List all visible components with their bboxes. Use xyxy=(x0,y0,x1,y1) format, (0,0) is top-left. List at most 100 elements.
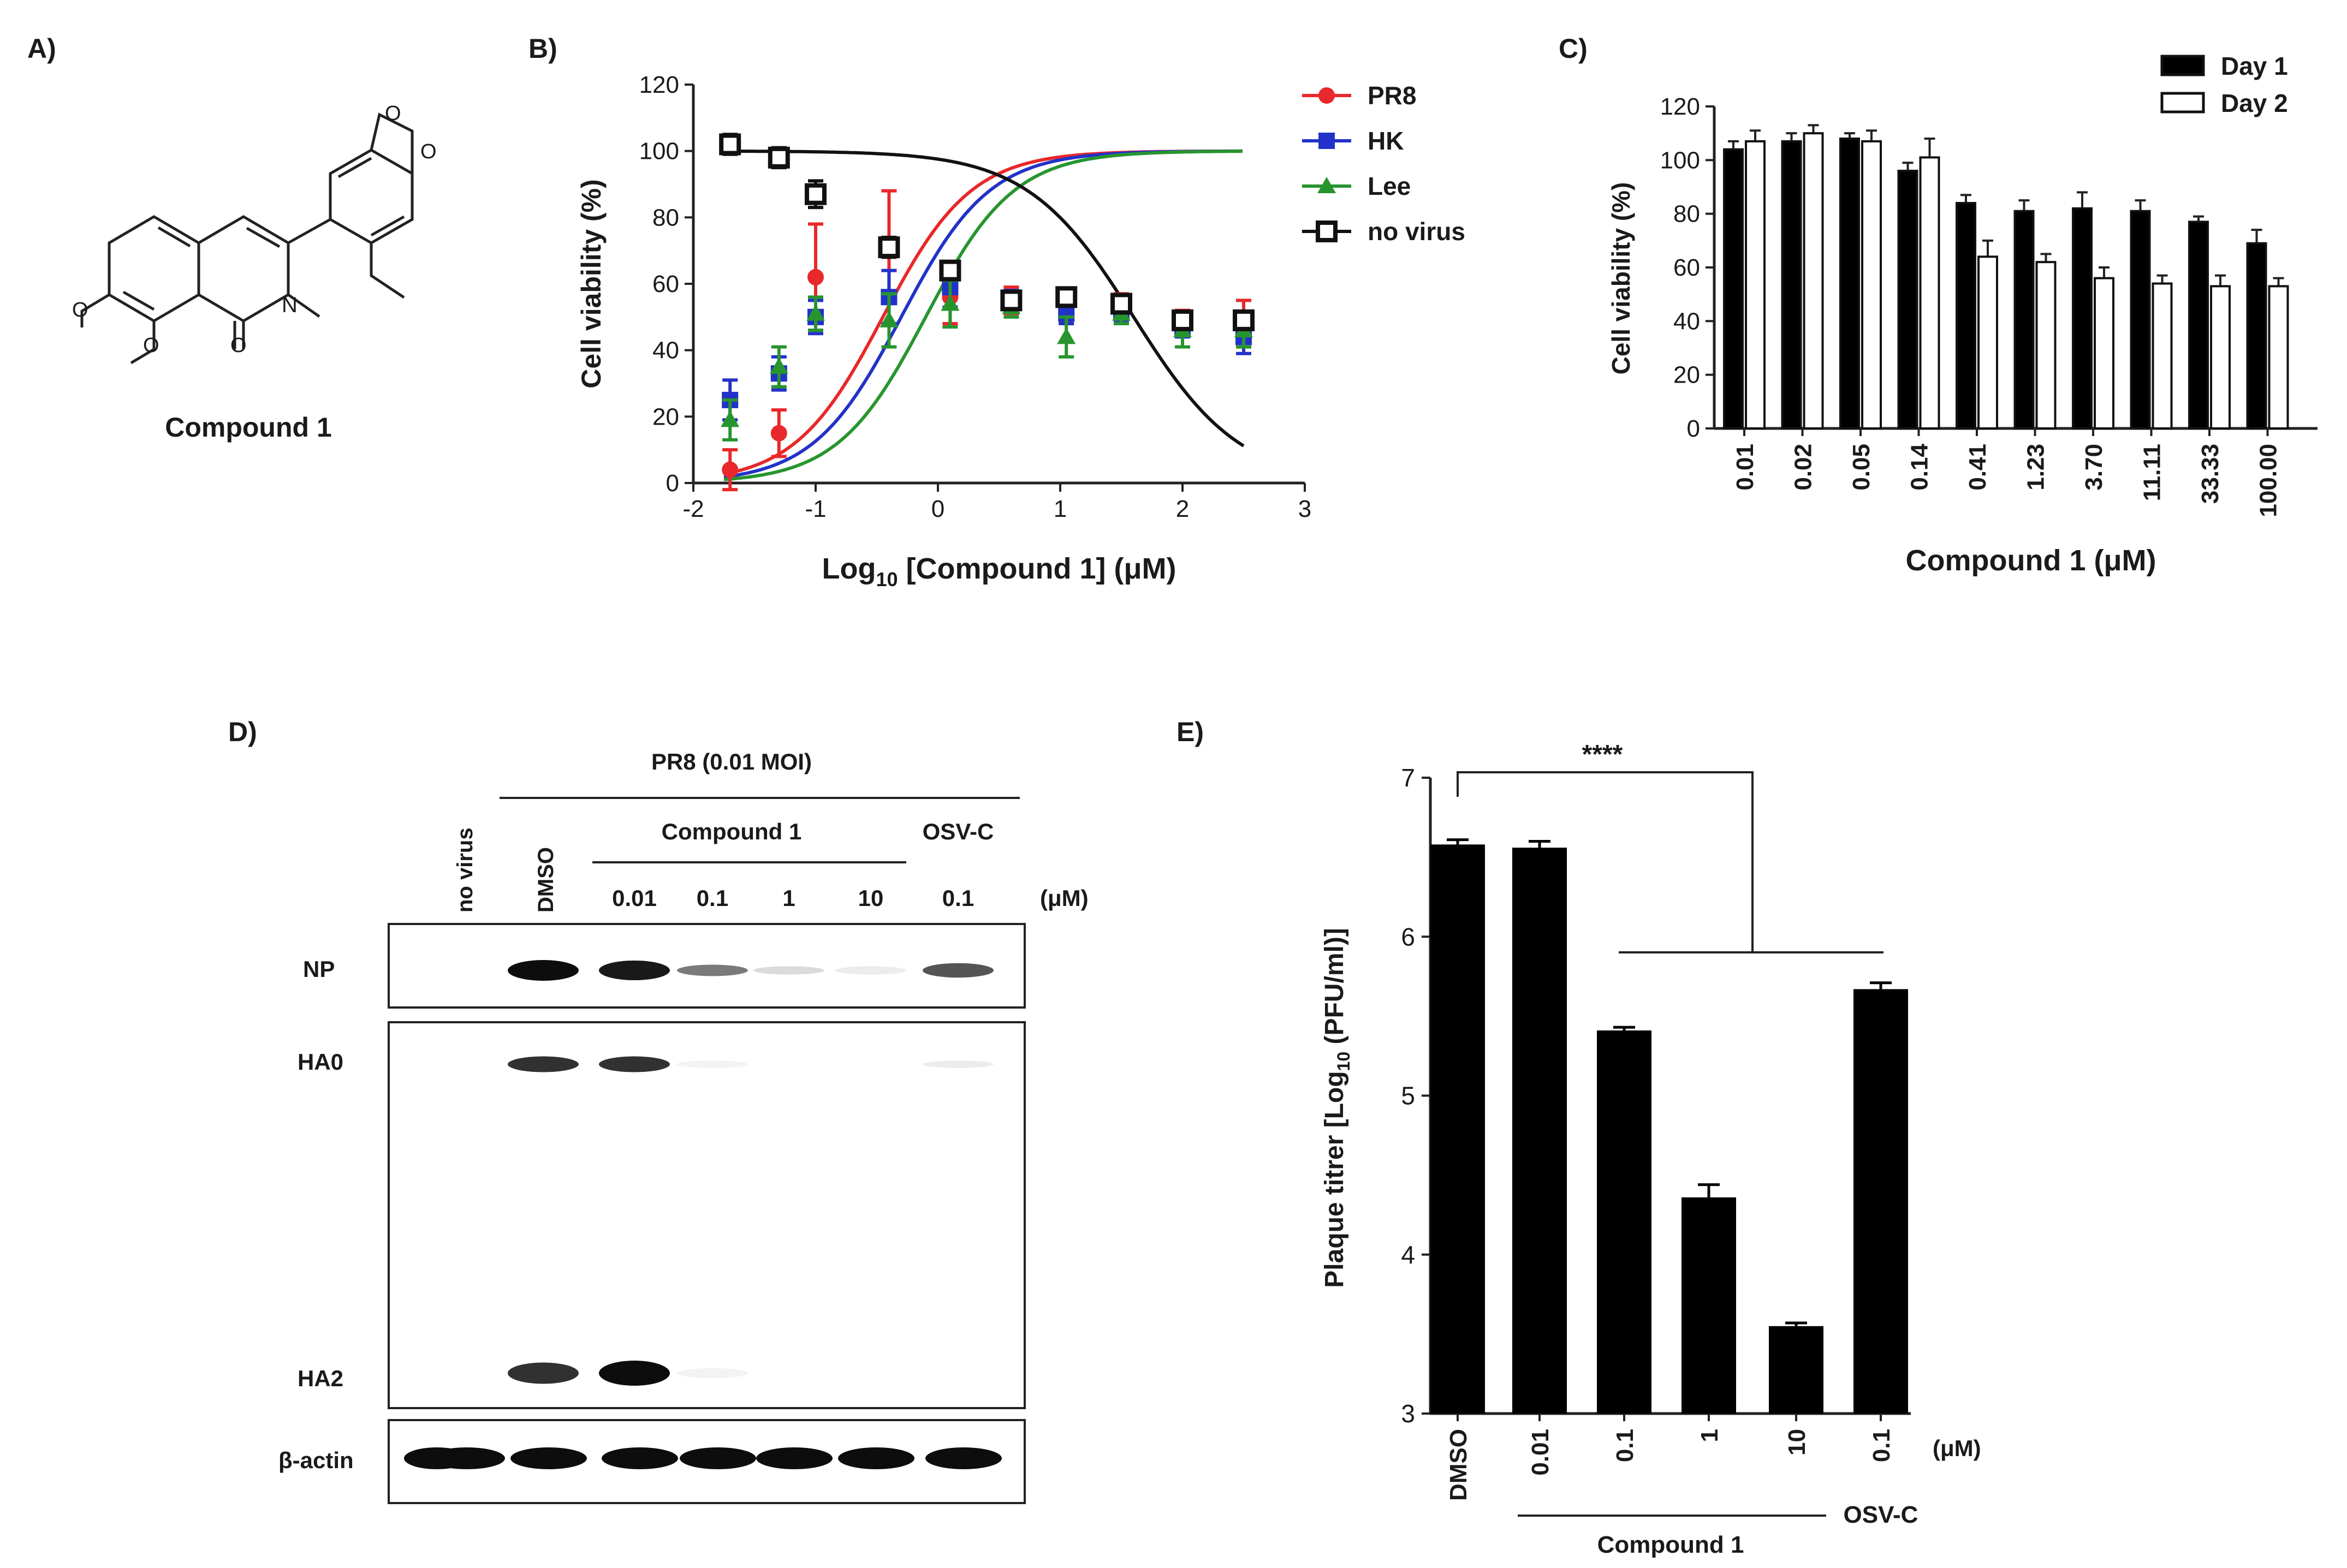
c-bar-0-9 xyxy=(2246,242,2267,430)
b-point-2-6 xyxy=(1057,327,1076,344)
e-compound-group: Compound 1 xyxy=(1597,1531,1744,1558)
e-y-tick-label-2: 5 xyxy=(1401,1082,1415,1110)
c-y-tick-label-1: 20 xyxy=(1673,362,1700,389)
c-errbar-1-4 xyxy=(1982,239,1993,257)
e-y-tick-label-3: 6 xyxy=(1401,922,1415,951)
b-point-3-3 xyxy=(878,236,900,259)
e-errbar-4 xyxy=(1785,1321,1807,1326)
atom-o-methoxy-2: O xyxy=(143,334,159,357)
c-bar-1-8 xyxy=(2210,285,2231,430)
b-point-2-4 xyxy=(941,294,960,311)
d-osv-group: OSV-C xyxy=(923,819,994,844)
c-errbar-1-2 xyxy=(1866,129,1877,141)
b-point-0-1 xyxy=(770,425,787,442)
chart-e: 3 4 5 6 7 DMSO 0.01 0.1 1 10 0.1 Plaque titrer [L… xyxy=(1320,740,1981,1558)
b-x-tick-label-2: 0 xyxy=(931,496,944,522)
c-bar-1-7 xyxy=(2152,282,2173,430)
e-bar-4 xyxy=(1769,1326,1823,1414)
c-errbar-0-5 xyxy=(2018,199,2030,211)
c-y-label: Cell viability (%) xyxy=(1607,182,1635,375)
e-y-tick-label-0: 3 xyxy=(1401,1399,1415,1428)
c-y-tick-label-4: 80 xyxy=(1673,201,1700,228)
b-x-label: Log10 [Compound 1] (μM) xyxy=(822,552,1177,591)
c-bar-1-5 xyxy=(2035,261,2057,430)
b-point-3-4 xyxy=(939,259,961,282)
chart-b: 0 20 40 60 80 100 120 -2 -1 0 1 2 3 Cell viability … xyxy=(576,71,1465,591)
b-fit-curve-0 xyxy=(723,149,1243,476)
b-point-2-1 xyxy=(769,357,788,374)
compound-label: Compound 1 xyxy=(165,412,332,443)
c-errbar-1-1 xyxy=(1808,124,1819,134)
e-bar-0 xyxy=(1430,844,1485,1414)
blot-label-ha0: HA0 xyxy=(298,1049,343,1075)
d-conc-label-0: 0.01 xyxy=(612,885,657,911)
b-point-2-3 xyxy=(880,311,899,327)
e-errbar-2 xyxy=(1613,1026,1635,1031)
c-errbar-0-4 xyxy=(1960,194,1971,203)
b-y-tick-label-2: 40 xyxy=(652,337,679,364)
c-errbar-0-7 xyxy=(2135,199,2146,211)
b-legend-marker-0 xyxy=(1318,87,1335,104)
e-bar-5 xyxy=(1853,989,1908,1414)
b-fit-curve-3 xyxy=(730,150,1245,448)
b-point-2-2 xyxy=(806,304,825,321)
b-y-tick-label-4: 80 xyxy=(652,204,679,231)
b-legend: PR8 HK Lee no virus xyxy=(1302,81,1465,246)
c-errbar-1-7 xyxy=(2156,274,2168,284)
e-significance: **** xyxy=(1582,740,1623,769)
e-y-tick-label-1: 4 xyxy=(1401,1241,1415,1269)
d-title: PR8 (0.01 MOI) xyxy=(651,749,812,774)
b-point-3-5 xyxy=(1000,289,1023,312)
c-legend-label-1: Day 2 xyxy=(2221,89,2288,117)
d-lane-dmso: DMSO xyxy=(534,847,558,913)
c-legend-swatch-0 xyxy=(2160,55,2205,76)
compound-structure xyxy=(80,112,414,365)
e-bar-2 xyxy=(1597,1030,1651,1414)
d-conc-label-3: 10 xyxy=(858,885,884,911)
atom-o-carbonyl: O xyxy=(230,334,247,357)
b-x-tick-label-0: -2 xyxy=(682,496,704,522)
c-errbar-0-6 xyxy=(2077,191,2088,208)
blot-label-beta-actin: β-actin xyxy=(278,1447,354,1473)
c-bar-1-3 xyxy=(1919,156,1940,430)
c-bar-1-2 xyxy=(1861,140,1882,430)
d-band-np-2 xyxy=(599,960,670,981)
c-bar-0-1 xyxy=(1781,140,1802,430)
c-errbar-1-9 xyxy=(2273,277,2284,287)
b-point-3-9 xyxy=(1233,309,1255,331)
c-errbar-0-9 xyxy=(2251,229,2262,243)
e-errbar-1 xyxy=(1529,840,1550,848)
b-x-tick-label-4: 2 xyxy=(1176,496,1189,522)
c-y-tick-label-0: 0 xyxy=(1687,415,1700,442)
chart-c: 0 20 40 60 80 100 120 0.01 0.02 0.05 0.14 0.41 1.23… xyxy=(1607,52,2318,577)
d-band-ha2-1 xyxy=(508,1362,579,1384)
c-x-tick-label-5: 1.23 xyxy=(2023,444,2049,491)
e-osv-group: OSV-C xyxy=(1844,1501,1918,1528)
e-errbar-5 xyxy=(1870,981,1892,989)
b-legend-label-1: HK xyxy=(1368,127,1404,155)
b-y-tick-label-3: 60 xyxy=(652,271,679,297)
b-fit-curve-2 xyxy=(723,150,1243,481)
d-compound-group: Compound 1 xyxy=(662,819,802,844)
e-unit: (μM) xyxy=(1933,1435,1981,1461)
b-point-3-2 xyxy=(805,183,827,205)
b-point-2-0 xyxy=(721,410,740,427)
c-legend-label-0: Day 1 xyxy=(2221,52,2288,80)
c-bar-0-3 xyxy=(1897,170,1918,430)
c-errbar-1-6 xyxy=(2099,266,2110,278)
b-y-tick-label-6: 120 xyxy=(639,71,679,98)
d-band-ha0-2 xyxy=(599,1056,670,1072)
c-y-tick-label-6: 120 xyxy=(1660,93,1700,120)
d-band-actin-edge xyxy=(404,1447,470,1469)
c-bar-0-7 xyxy=(2130,210,2151,430)
atom-o-1: O xyxy=(385,102,401,125)
c-errbar-1-5 xyxy=(2040,253,2052,263)
c-x-tick-label-1: 0.02 xyxy=(1790,444,1817,491)
b-legend-marker-1 xyxy=(1318,133,1335,149)
western-blot-panel: PR8 (0.01 MOI) Compound 1 OSV-C no virus… xyxy=(278,749,1089,1504)
b-x-tick-label-3: 1 xyxy=(1054,496,1067,522)
c-errbar-0-1 xyxy=(1786,132,1797,141)
panel-d-label: D) xyxy=(228,717,257,747)
b-x-tick-label-5: 3 xyxy=(1298,496,1311,522)
panel-b-label: B) xyxy=(528,33,557,64)
